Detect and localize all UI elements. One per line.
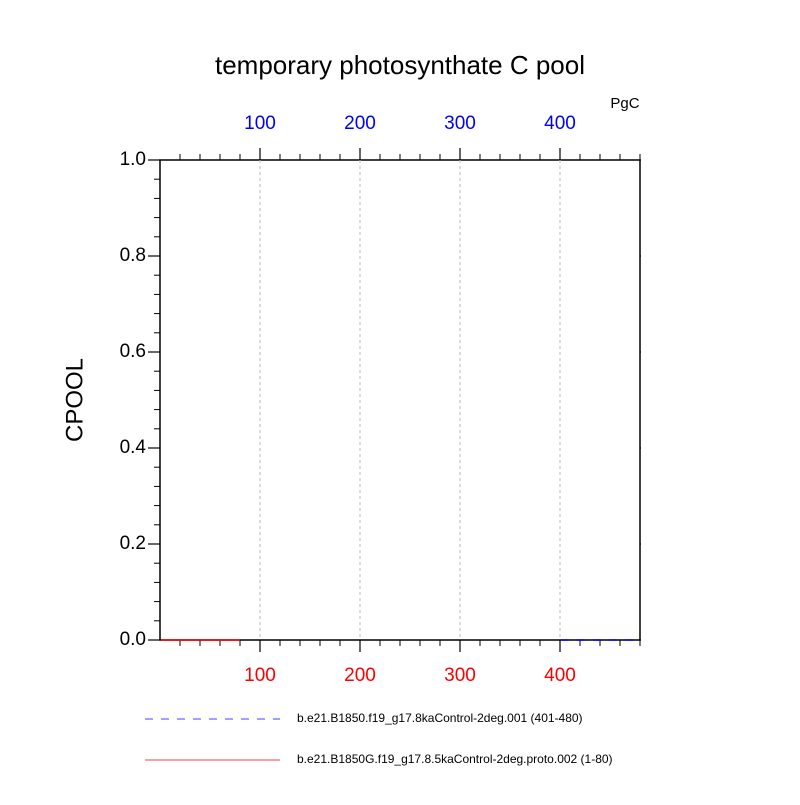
y-tick-label: 0.0 xyxy=(120,629,146,650)
y-tick-label: 0.4 xyxy=(120,437,147,458)
y-tick-label: 0.8 xyxy=(120,245,146,266)
x2ticks-label: 400 xyxy=(544,113,576,134)
legend-label: b.e21.B1850G.f19_g17.8.5kaControl-2deg.p… xyxy=(297,752,613,766)
xticks-label: 200 xyxy=(344,665,376,686)
x2ticks-label: 200 xyxy=(344,113,376,134)
legend-label: b.e21.B1850.f19_g17.8kaControl-2deg.001 … xyxy=(297,711,583,725)
xticks-label: 400 xyxy=(544,665,576,686)
y-tick-label: 1.0 xyxy=(120,149,146,170)
xticks-label: 100 xyxy=(244,665,276,686)
xticks-label: 300 xyxy=(444,665,476,686)
y-axis-label: CPOOL xyxy=(61,358,88,442)
chart-title: temporary photosynthate C pool xyxy=(215,50,585,80)
y-tick-label: 0.2 xyxy=(120,533,146,554)
x2ticks-label: 100 xyxy=(244,113,276,134)
y-tick-label: 0.6 xyxy=(120,341,146,362)
x2ticks-label: 300 xyxy=(444,113,476,134)
units-label: PgC xyxy=(610,95,639,112)
plot-frame xyxy=(159,159,641,641)
